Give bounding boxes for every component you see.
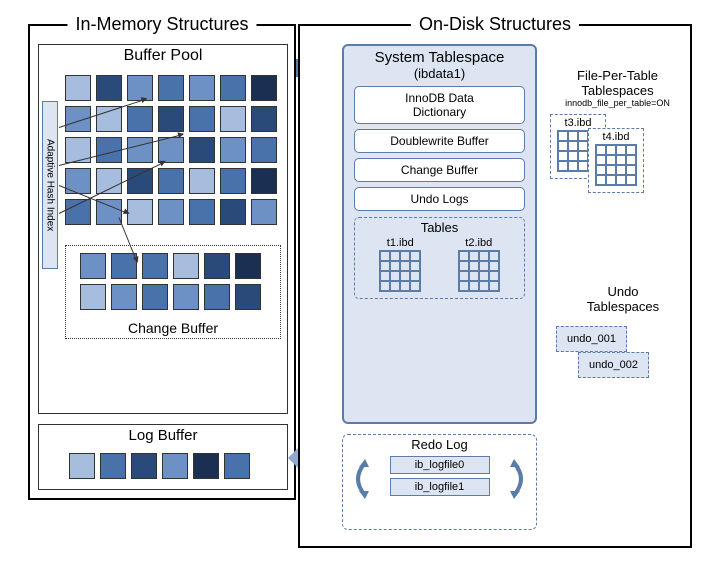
fpt-title: File-Per-TableTablespaces <box>550 68 685 98</box>
on-disk-title: On-Disk Structures <box>411 14 579 35</box>
grid-cell <box>158 75 184 101</box>
redo-cycle-right-icon <box>508 459 532 499</box>
change-buffer-grid <box>80 253 261 310</box>
grid-cell <box>224 453 250 479</box>
grid-cell <box>96 75 122 101</box>
grid-cell <box>220 75 246 101</box>
in-memory-panel: In-Memory Structures Buffer Pool Adaptiv… <box>28 24 296 500</box>
grid-cell <box>65 106 91 132</box>
table-file: t1.ibd <box>379 237 421 292</box>
grid-cell <box>96 168 122 194</box>
grid-cell <box>220 199 246 225</box>
grid-cell <box>251 75 277 101</box>
system-tablespace-subtitle: (ibdata1) <box>344 66 535 81</box>
system-tablespace: System Tablespace (ibdata1) InnoDB DataD… <box>342 44 537 424</box>
tables-box: Tables t1.ibd t2.ibd <box>354 217 525 299</box>
undo-file: undo_002 <box>578 352 649 378</box>
adaptive-hash-index: Adaptive Hash Index <box>42 101 58 269</box>
grid-cell <box>80 253 106 279</box>
grid-cell <box>65 75 91 101</box>
on-disk-panel: On-Disk Structures System Tablespace (ib… <box>298 24 692 548</box>
grid-cell <box>158 106 184 132</box>
grid-cell <box>235 253 261 279</box>
log-buffer-title: Log Buffer <box>39 425 287 446</box>
grid-cell <box>69 453 95 479</box>
grid-cell <box>127 106 153 132</box>
grid-cell <box>100 453 126 479</box>
grid-cell <box>111 284 137 310</box>
grid-cell <box>204 284 230 310</box>
grid-cell <box>162 453 188 479</box>
redo-cycle-left-icon <box>347 459 371 499</box>
grid-cell <box>251 106 277 132</box>
grid-cell <box>189 75 215 101</box>
table-file: t2.ibd <box>458 237 500 292</box>
buffer-pool-title: Buffer Pool <box>39 45 287 67</box>
grid-cell <box>173 284 199 310</box>
redo-title: Redo Log <box>351 437 528 452</box>
grid-cell <box>220 137 246 163</box>
undo-file: undo_001 <box>556 326 627 352</box>
log-buffer-grid <box>69 453 250 479</box>
log-buffer-box: Log Buffer <box>38 424 288 490</box>
tables-title: Tables <box>361 220 518 235</box>
grid-cell <box>193 453 219 479</box>
grid-cell <box>189 137 215 163</box>
grid-cell <box>189 199 215 225</box>
grid-cell <box>220 106 246 132</box>
system-tablespace-title: System Tablespace <box>344 46 535 66</box>
grid-cell <box>127 199 153 225</box>
grid-cell <box>189 168 215 194</box>
tablespace-component: Change Buffer <box>354 158 525 182</box>
undo-title: UndoTablespaces <box>558 284 688 314</box>
diagram-canvas: In-Memory Structures Buffer Pool Adaptiv… <box>0 0 721 565</box>
grid-cell <box>204 253 230 279</box>
change-buffer-title: Change Buffer <box>128 320 218 336</box>
grid-cell <box>220 168 246 194</box>
grid-cell <box>80 284 106 310</box>
fpt-subtitle: innodb_file_per_table=ON <box>550 98 685 108</box>
grid-cell <box>127 168 153 194</box>
grid-cell <box>251 199 277 225</box>
grid-cell <box>251 168 277 194</box>
change-buffer-box: Change Buffer <box>65 245 281 339</box>
grid-cell <box>131 453 157 479</box>
undo-tablespaces: UndoTablespaces undo_001undo_002 <box>558 284 688 394</box>
grid-cell <box>251 137 277 163</box>
grid-cell <box>158 168 184 194</box>
grid-cell <box>235 284 261 310</box>
redo-file: ib_logfile1 <box>390 478 490 496</box>
grid-cell <box>173 253 199 279</box>
buffer-pool-box: Buffer Pool Adaptive Hash Index Change B… <box>38 44 288 414</box>
grid-cell <box>142 253 168 279</box>
grid-cell <box>142 284 168 310</box>
tablespace-component: InnoDB DataDictionary <box>354 86 525 124</box>
fpt-file: t4.ibd <box>588 128 644 193</box>
redo-file: ib_logfile0 <box>390 456 490 474</box>
grid-cell <box>158 199 184 225</box>
buffer-pool-grid <box>65 75 277 225</box>
tablespace-component: Doublewrite Buffer <box>354 129 525 153</box>
grid-cell <box>189 106 215 132</box>
file-per-table: File-Per-TableTablespaces innodb_file_pe… <box>550 68 685 204</box>
redo-log: Redo Log ib_logfile0 ib_logfile1 <box>342 434 537 530</box>
tablespace-component: Undo Logs <box>354 187 525 211</box>
in-memory-title: In-Memory Structures <box>67 14 256 35</box>
grid-cell <box>127 137 153 163</box>
